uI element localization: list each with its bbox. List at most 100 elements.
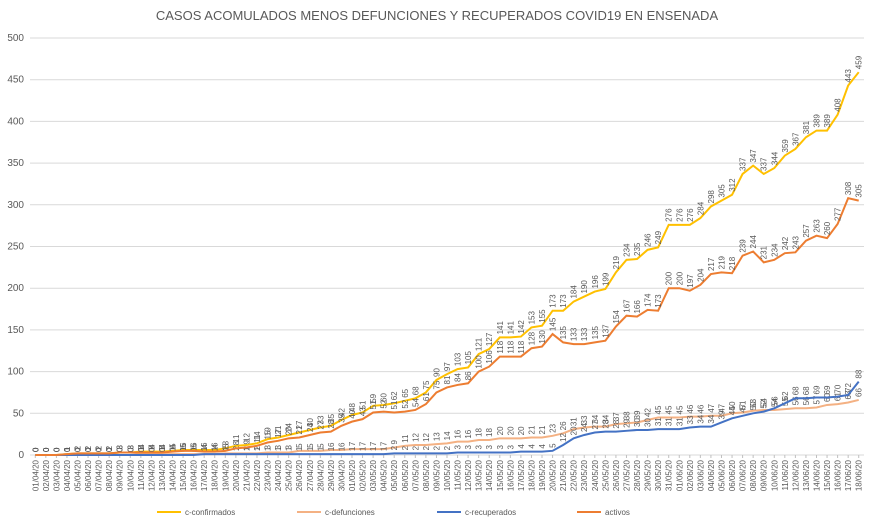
- data-label: 40: [348, 409, 357, 418]
- data-label: 42: [644, 408, 653, 417]
- data-label: 53: [749, 398, 758, 407]
- data-label: 173: [549, 294, 558, 308]
- data-label: 3: [454, 444, 463, 449]
- x-tick-label: 15/05/20: [496, 459, 505, 491]
- data-label: 1: [348, 446, 357, 451]
- data-label: 0: [147, 447, 156, 452]
- data-label: 35: [337, 413, 346, 422]
- data-label: 51: [739, 400, 748, 409]
- data-label: 20: [496, 426, 505, 435]
- data-label: 2: [411, 445, 420, 450]
- data-label: 235: [633, 242, 642, 256]
- data-label: 2: [105, 445, 114, 450]
- data-label: 69: [812, 385, 821, 394]
- data-label: 52: [401, 399, 410, 408]
- data-label: 155: [538, 309, 547, 323]
- data-label: 276: [675, 208, 684, 222]
- data-label: 0: [190, 447, 199, 452]
- data-label: 260: [823, 221, 832, 235]
- data-label: 5: [221, 443, 230, 448]
- data-label: 0: [63, 447, 72, 452]
- x-tick-label: 08/06/20: [749, 459, 758, 491]
- data-label: 61: [422, 392, 431, 401]
- y-tick-label: 100: [7, 367, 24, 378]
- data-label: 45: [665, 405, 674, 414]
- data-label: 33: [686, 415, 695, 424]
- x-tick-label: 19/05/20: [538, 459, 547, 491]
- data-label: 5: [169, 443, 178, 448]
- x-tick-label: 06/06/20: [728, 459, 737, 491]
- data-label: 34: [591, 414, 600, 423]
- x-tick-label: 07/04/20: [95, 459, 104, 491]
- data-label: 18: [475, 428, 484, 437]
- x-tick-label: 10/06/20: [770, 459, 779, 491]
- data-label: 5: [549, 443, 558, 448]
- x-tick-label: 17/04/20: [200, 459, 209, 491]
- data-label: 276: [665, 208, 674, 222]
- data-label: 277: [834, 207, 843, 221]
- data-label: 1: [369, 446, 378, 451]
- data-label: 27: [295, 420, 304, 429]
- data-label: 3: [485, 444, 494, 449]
- data-label: 28: [327, 419, 336, 428]
- data-label: 0: [42, 447, 51, 452]
- data-label: 62: [781, 391, 790, 400]
- data-label: 1: [200, 446, 209, 451]
- data-label: 42: [337, 408, 346, 417]
- data-label: 9: [390, 439, 399, 444]
- data-label: 56: [791, 396, 800, 405]
- data-label: 57: [812, 395, 821, 404]
- data-label: 33: [580, 415, 589, 424]
- data-label: 118: [506, 340, 515, 353]
- data-label: 31: [654, 417, 663, 426]
- data-label: 0: [52, 447, 61, 452]
- data-label: 190: [580, 280, 589, 294]
- data-label: 37: [612, 412, 621, 421]
- data-label: 1: [242, 446, 251, 451]
- data-label: 21: [527, 425, 536, 434]
- data-label: 389: [812, 114, 821, 128]
- x-tick-label: 12/05/20: [464, 459, 473, 491]
- data-label: 13: [432, 432, 441, 441]
- data-label: 141: [496, 321, 505, 335]
- data-label: 196: [591, 275, 600, 289]
- x-tick-label: 30/05/20: [654, 459, 663, 491]
- data-label: 0: [42, 447, 51, 452]
- data-label: 12: [411, 433, 420, 442]
- data-label: 1: [285, 446, 294, 451]
- data-label: 30: [644, 418, 653, 427]
- data-label: 66: [855, 388, 864, 397]
- data-label: 128: [527, 331, 536, 345]
- data-label: 50: [728, 401, 737, 410]
- data-label: 173: [654, 294, 663, 308]
- data-label: 12: [422, 433, 431, 442]
- data-label: 19: [264, 427, 273, 436]
- data-label: 15: [264, 430, 273, 439]
- legend-label: c-recuperados: [465, 508, 516, 517]
- x-tick-label: 13/04/20: [158, 459, 167, 491]
- data-label: 1: [179, 446, 188, 451]
- x-tick-label: 24/05/20: [591, 459, 600, 491]
- data-label: 38: [622, 411, 631, 420]
- data-label: 8: [221, 440, 230, 445]
- x-tick-label: 07/05/20: [411, 459, 420, 491]
- data-label: 381: [802, 120, 811, 134]
- data-label: 47: [707, 403, 716, 412]
- data-label: 1: [337, 446, 346, 451]
- data-label: 0: [52, 447, 61, 452]
- data-label: 0: [179, 447, 188, 452]
- data-label: 5: [190, 443, 199, 448]
- x-tick-label: 13/06/20: [802, 459, 811, 491]
- data-label: 34: [601, 414, 610, 423]
- data-label: 20: [517, 426, 526, 435]
- data-label: 51: [359, 400, 368, 409]
- data-label: 11: [253, 434, 262, 443]
- data-label: 337: [760, 157, 769, 171]
- data-label: 243: [791, 235, 800, 249]
- data-label: 0: [31, 447, 40, 452]
- x-tick-label: 01/04/20: [31, 459, 40, 491]
- data-label: 45: [675, 405, 684, 414]
- data-label: 16: [464, 429, 473, 438]
- data-label: 312: [728, 178, 737, 192]
- data-label: 35: [327, 413, 336, 422]
